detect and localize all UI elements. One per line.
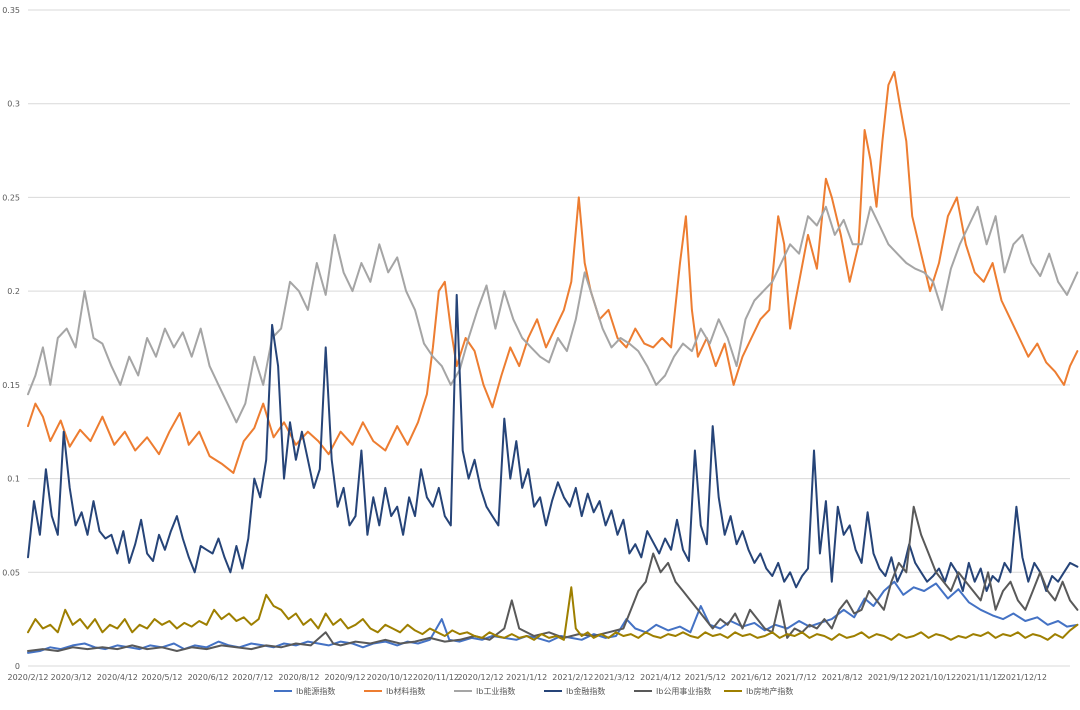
y-tick-label: 0.05 (2, 568, 20, 577)
legend-label: Ib金融指数 (566, 686, 605, 696)
x-tick-label: 2020/6/12 (188, 673, 229, 682)
legend-item: Ib金融指数 (544, 686, 605, 696)
x-tick-label: 2020/8/12 (278, 673, 319, 682)
x-tick-label: 2021/7/12 (776, 673, 817, 682)
legend-label: Ib房地产指数 (746, 686, 793, 696)
legend-label: Ib公用事业指数 (656, 686, 711, 696)
x-tick-label: 2021/9/12 (868, 673, 909, 682)
gridlines (28, 9, 1070, 667)
y-tick-label: 0 (15, 662, 20, 671)
x-tick-label: 2021/3/12 (594, 673, 635, 682)
x-tick-label: 2021/8/12 (822, 673, 863, 682)
legend-item: Ib公用事业指数 (634, 686, 711, 696)
legend: Ib能源指数 Ib材料指数 Ib工业指数 Ib金融指数 Ib公用事业指数 Ib房地产指数 (274, 686, 793, 696)
y-tick-label: 0.2 (7, 287, 20, 296)
x-axis-tick-labels: 2020/2/12 2020/3/12 2020/4/12 2020/5/12 2020… (7, 673, 1046, 682)
x-tick-label: 2020/12/12 (457, 673, 503, 682)
y-tick-label: 0.3 (7, 100, 20, 109)
legend-item: Ib能源指数 (274, 686, 335, 696)
legend-label: Ib能源指数 (296, 686, 335, 696)
legend-item: Ib工业指数 (454, 686, 515, 696)
x-tick-label: 2021/2/12 (552, 673, 593, 682)
series-line-6 (27, 586, 1079, 641)
y-tick-label: 0.1 (7, 475, 20, 484)
series-lines (27, 70, 1079, 654)
series-line-4 (27, 293, 1079, 592)
x-tick-label: 2020/10/12 (367, 673, 413, 682)
x-tick-label: 2021/12/12 (1001, 673, 1047, 682)
x-tick-label: 2020/4/12 (97, 673, 138, 682)
x-tick-label: 2020/9/12 (325, 673, 366, 682)
legend-item: Ib材料指数 (364, 686, 425, 696)
x-tick-label: 2020/7/12 (232, 673, 273, 682)
y-axis-tick-labels: 0 0.05 0.1 0.15 0.2 0.25 0.3 0.35 (2, 6, 20, 671)
x-tick-label: 2021/1/12 (506, 673, 547, 682)
x-tick-label: 2021/11/12 (956, 673, 1002, 682)
x-tick-label: 2020/11/12 (413, 673, 459, 682)
x-tick-label: 2021/6/12 (731, 673, 772, 682)
legend-item: Ib房地产指数 (724, 686, 793, 696)
x-tick-label: 2021/5/12 (685, 673, 726, 682)
series-line-1 (27, 580, 1079, 654)
series-line-3 (27, 205, 1079, 424)
x-tick-label: 2021/4/12 (640, 673, 681, 682)
y-tick-label: 0.15 (2, 381, 20, 390)
y-tick-label: 0.35 (2, 6, 20, 15)
legend-label: Ib材料指数 (386, 686, 425, 696)
series-line-5 (27, 505, 1079, 652)
y-tick-label: 0.25 (2, 193, 20, 202)
x-tick-label: 2020/2/12 (7, 673, 48, 682)
x-tick-label: 2021/10/12 (910, 673, 956, 682)
x-tick-label: 2020/3/12 (51, 673, 92, 682)
x-tick-label: 2020/5/12 (141, 673, 182, 682)
legend-label: Ib工业指数 (476, 686, 515, 696)
series-line-2 (27, 70, 1079, 474)
